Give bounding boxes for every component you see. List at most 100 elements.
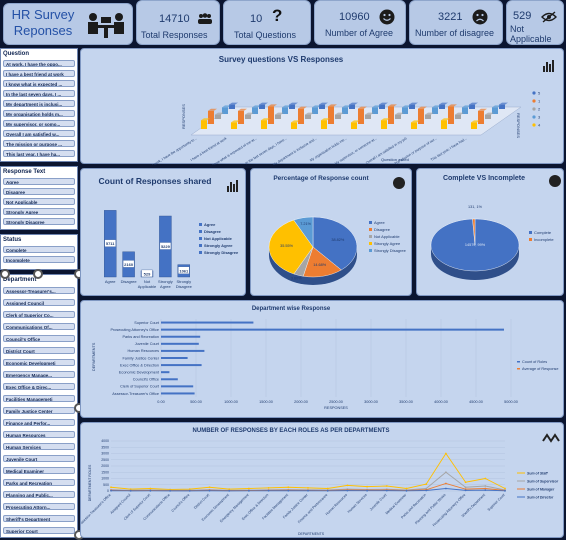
y-tick-label: 500 <box>103 483 109 487</box>
response-slicer[interactable]: Response Text Agree Disagree Not Applica… <box>0 166 78 230</box>
slicer-item[interactable]: Strongly Disagree <box>3 218 75 225</box>
data-point <box>445 482 447 485</box>
slicer-item[interactable]: I have a best friend at work <box>3 70 75 77</box>
data-point <box>307 486 309 489</box>
slicer-item[interactable]: Incomplete <box>3 256 75 263</box>
bar-top <box>372 105 381 108</box>
x-tick-label: Assessor-Treasurer's Office <box>81 493 112 526</box>
data-point <box>267 486 270 489</box>
y-tick-label: Prosecuting Attorney's Office <box>110 328 159 332</box>
slicer-item[interactable]: Finance and Perfor... <box>3 419 75 426</box>
data-point <box>228 489 231 492</box>
slicer-item[interactable]: Complete <box>3 246 75 253</box>
legend-swatch <box>199 244 202 247</box>
bar-top <box>409 102 418 105</box>
slicer-item[interactable]: This last year, I have ha... <box>3 150 75 157</box>
slicer-item[interactable]: Council's Office <box>3 335 75 342</box>
slicer-item[interactable]: Assessor-Treasurer's... <box>3 287 75 294</box>
slicer-item[interactable]: Prosecuting Attorn... <box>3 503 75 510</box>
legend-label: Count of Roles <box>522 360 547 364</box>
data-point <box>504 487 506 490</box>
x-tick-label: Juvenile Court <box>369 493 388 512</box>
slicer-item[interactable]: In the last seven days, I ... <box>3 90 75 97</box>
bar-top <box>201 118 210 121</box>
pie-chart-icon <box>393 177 405 189</box>
slicer-item[interactable]: Juvenile Court <box>3 455 75 462</box>
legend-label: 3 <box>538 115 541 120</box>
kpi-value: 3221 <box>438 11 463 23</box>
bar <box>335 114 341 119</box>
slicer-item[interactable]: Assigned Council <box>3 299 75 306</box>
bar <box>358 108 364 124</box>
department-slicer[interactable]: Department Assessor-Treasurer's... Assig… <box>0 274 78 538</box>
bar <box>245 114 251 119</box>
question-slicer[interactable]: Question At work, I have the oppo... I h… <box>0 48 78 162</box>
legend-label: Not Applicable <box>374 234 400 239</box>
pie-chart-icon <box>549 175 561 187</box>
slicer-item[interactable]: My organisation holds m... <box>3 110 75 117</box>
slicer-item[interactable]: Clerk of Superior Co... <box>3 311 75 318</box>
slicer-item[interactable]: Sheriff's Department <box>3 515 75 522</box>
status-slicer[interactable]: Status Complete Incomplete <box>0 234 78 270</box>
slicer-item[interactable]: Superior Court <box>3 527 75 534</box>
slicer-item[interactable]: Human Resources <box>3 431 75 438</box>
data-label-box <box>122 260 135 268</box>
bar <box>379 104 385 109</box>
slicer-item[interactable]: Economic Developmeti <box>3 359 75 366</box>
bar-top <box>231 120 240 123</box>
slicer-item[interactable]: Planning and Public... <box>3 491 75 498</box>
bar <box>462 107 468 114</box>
slicer-item[interactable]: District Court <box>3 347 75 354</box>
pie-slice <box>312 216 358 271</box>
z-axis-label: RESPONSES <box>516 113 521 138</box>
resize-handle[interactable] <box>0 269 10 279</box>
data-point <box>445 452 447 455</box>
bar <box>432 107 438 114</box>
bar <box>252 107 258 114</box>
bar-top <box>305 112 314 115</box>
legend-swatch <box>532 107 536 111</box>
bar-top <box>328 104 337 107</box>
legend-swatch <box>532 99 536 103</box>
slicer-item[interactable]: My department is inclusi... <box>3 100 75 107</box>
legend-swatch <box>369 235 372 238</box>
slicer-item[interactable]: At work, I have the oppo... <box>3 60 75 67</box>
slicer-title: Response Text <box>3 169 46 175</box>
bar <box>455 114 461 119</box>
bar <box>349 104 355 109</box>
bar <box>161 328 504 331</box>
slicer-item[interactable]: The mission or purpose ... <box>3 140 75 147</box>
bar-top <box>208 108 217 111</box>
slicer-item[interactable]: My supervisor, or somo... <box>3 120 75 127</box>
slicer-item[interactable]: Strongly Agree <box>3 208 75 215</box>
legend-label: Sum of Director <box>527 496 554 500</box>
data-point <box>484 489 487 492</box>
slicer-item[interactable]: Family Justice Center <box>3 407 75 414</box>
slicer-item[interactable]: Human Services <box>3 443 75 450</box>
bar-top <box>312 105 321 108</box>
bar <box>448 106 454 124</box>
y-tick-label: 0 <box>107 489 109 493</box>
slicer-item[interactable]: Communications Of... <box>3 323 75 330</box>
bar-top <box>448 104 457 107</box>
eye-slash-icon <box>541 11 557 23</box>
slicer-item[interactable]: Overall I am satisfied w... <box>3 130 75 137</box>
frown-icon <box>472 9 488 25</box>
slicer-item[interactable]: Facilities Managemeti <box>3 395 75 402</box>
slicer-item[interactable]: Emergency Manage... <box>3 371 75 378</box>
data-point <box>149 489 152 492</box>
slicer-item[interactable]: Exec Office & Direc... <box>3 383 75 390</box>
x-axis-label: RESPONSES <box>324 406 348 410</box>
slicer-item[interactable]: Disagree <box>3 188 75 195</box>
slicer-item[interactable]: Medical Examiner <box>3 467 75 474</box>
slicer-item[interactable]: I know what is expected ... <box>3 80 75 87</box>
bar-top <box>395 112 404 115</box>
slicer-item[interactable]: Agree <box>3 178 75 185</box>
legend-label: Strongly Agree <box>374 241 401 246</box>
resize-handle[interactable] <box>33 269 43 279</box>
legend-swatch <box>199 251 202 254</box>
slicer-item[interactable]: Not Applicable <box>3 198 75 205</box>
slicer-item[interactable]: Parks and Recreation <box>3 479 75 486</box>
legend-swatch <box>199 237 202 240</box>
